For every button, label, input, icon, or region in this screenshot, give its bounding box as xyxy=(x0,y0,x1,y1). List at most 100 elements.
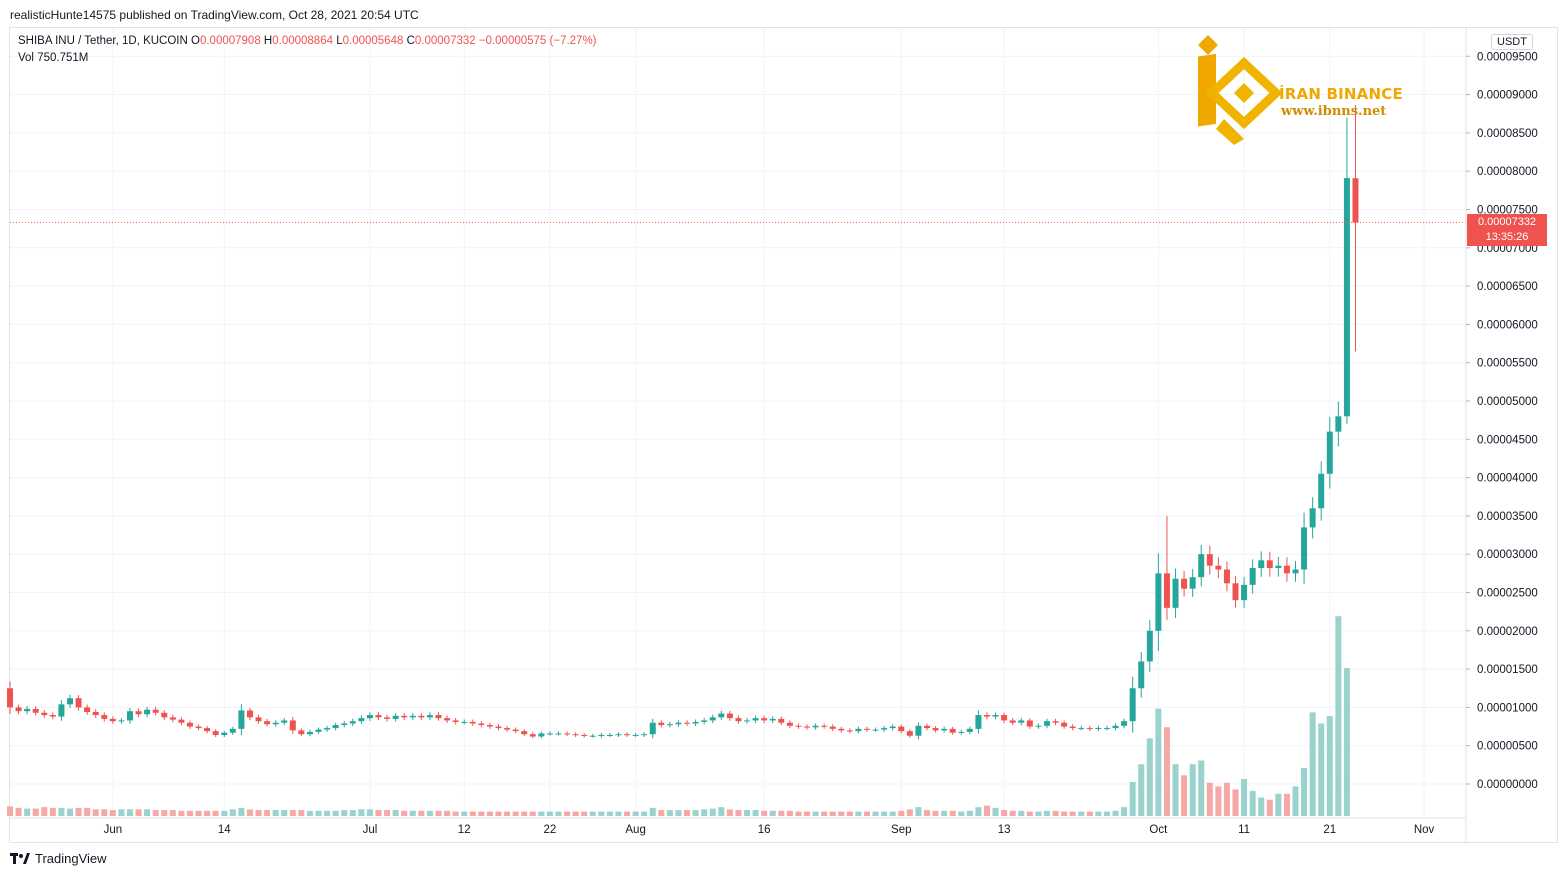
candle-body xyxy=(1181,578,1188,589)
candle-body xyxy=(752,718,759,721)
volume-legend: Vol 750.751M xyxy=(18,52,88,64)
candle-body xyxy=(409,715,416,718)
volume-bar xyxy=(1275,793,1282,816)
candle-body xyxy=(983,715,990,717)
volume-bar xyxy=(855,811,862,816)
candle-body xyxy=(1275,565,1282,568)
volume-bar xyxy=(15,807,22,816)
candle-body xyxy=(1301,527,1308,570)
x-tick-label: 11 xyxy=(1238,824,1250,836)
volume-bar xyxy=(1001,810,1008,816)
candle-body xyxy=(1095,728,1102,730)
volume-bar xyxy=(366,809,373,816)
candle-body xyxy=(1309,508,1316,528)
candle-body xyxy=(512,729,519,732)
candle-body xyxy=(306,731,313,735)
candle-body xyxy=(898,726,905,732)
candle-body xyxy=(855,728,862,732)
candle-body xyxy=(1138,661,1145,689)
candle-body xyxy=(829,726,836,729)
volume-bar xyxy=(949,810,956,816)
candle-body xyxy=(846,730,853,732)
volume-bar xyxy=(1018,810,1025,816)
candle-body xyxy=(881,728,888,730)
candle-body xyxy=(418,715,425,718)
x-tick-label: 21 xyxy=(1323,824,1336,836)
candle-body xyxy=(718,713,725,718)
candle-body xyxy=(709,717,716,721)
candle-body xyxy=(75,698,82,708)
volume-bar xyxy=(1241,779,1248,816)
candle-body xyxy=(1001,715,1008,721)
volume-bar xyxy=(221,810,228,816)
bar-countdown: 13:35:26 xyxy=(1485,231,1529,243)
volume-bar xyxy=(529,811,536,816)
candle-body xyxy=(872,729,879,731)
candle-body xyxy=(32,708,39,713)
candle-body xyxy=(1258,560,1265,568)
volume-bar xyxy=(666,810,673,816)
volume-bar xyxy=(1061,811,1068,816)
candle-body xyxy=(761,718,768,721)
volume-bar xyxy=(1309,712,1316,816)
volume-bar xyxy=(392,810,399,816)
candle-body xyxy=(504,728,511,730)
tradingview-logo[interactable]: TradingView xyxy=(10,851,107,866)
candle-body xyxy=(109,718,116,722)
volume-bar xyxy=(1078,811,1085,816)
candle-body xyxy=(66,698,73,705)
candle-body xyxy=(392,715,399,719)
candle-body xyxy=(538,733,545,737)
volume-bar xyxy=(1138,764,1145,816)
y-tick-label: 0.00003500 xyxy=(1477,511,1538,523)
candle-body xyxy=(632,734,639,736)
candle-body xyxy=(84,707,91,712)
symbol-label[interactable]: SHIBA INU / Tether, 1D, KUCOIN xyxy=(18,35,188,47)
volume-bar xyxy=(58,807,65,816)
volume-bar xyxy=(581,811,588,816)
candle-body xyxy=(358,718,365,722)
volume-bar xyxy=(281,810,288,816)
grid-lines xyxy=(10,28,1466,818)
volume-bar xyxy=(469,811,476,816)
volume-bar xyxy=(804,811,811,816)
volume-bar xyxy=(795,811,802,816)
volume-bar xyxy=(555,811,562,816)
candle-body xyxy=(521,731,528,735)
volume-bar xyxy=(983,805,990,816)
volume-bar xyxy=(298,810,305,816)
candle-body xyxy=(1318,473,1325,509)
candle-body xyxy=(1103,728,1110,730)
volume-bar xyxy=(49,807,56,816)
volume-bar xyxy=(255,810,262,816)
volume-bar xyxy=(941,810,948,816)
volume-bar xyxy=(1163,727,1170,816)
volume-bar xyxy=(186,810,193,816)
volume-bar xyxy=(401,810,408,816)
candle-body xyxy=(452,720,459,722)
volume-bar xyxy=(272,810,279,816)
chart-frame[interactable] xyxy=(9,27,1558,843)
volume-bar xyxy=(889,811,896,816)
volume-bar xyxy=(632,811,639,816)
volume-bar xyxy=(212,810,219,816)
candle-body xyxy=(1326,431,1333,474)
y-tick-label: 0.00000500 xyxy=(1477,741,1538,753)
currency-unit-button[interactable]: USDT xyxy=(1491,34,1533,50)
x-tick-label: 13 xyxy=(998,824,1011,836)
y-tick-label: 0.00002000 xyxy=(1477,626,1538,638)
candle-body xyxy=(469,721,476,724)
candle-body xyxy=(212,731,219,735)
y-tick-label: 0.00002500 xyxy=(1477,588,1538,600)
volume-bar xyxy=(752,810,759,816)
volume-bar xyxy=(958,811,965,816)
volume-bar xyxy=(1326,716,1333,816)
y-tick-label: 0.00004000 xyxy=(1477,473,1538,485)
y-tick-label: 0.00004500 xyxy=(1477,434,1538,446)
volume-bar xyxy=(1172,764,1179,816)
volume-label[interactable]: Vol xyxy=(18,52,34,64)
volume-bar xyxy=(761,810,768,816)
volume-bar xyxy=(264,810,271,816)
candle-body xyxy=(589,735,596,737)
